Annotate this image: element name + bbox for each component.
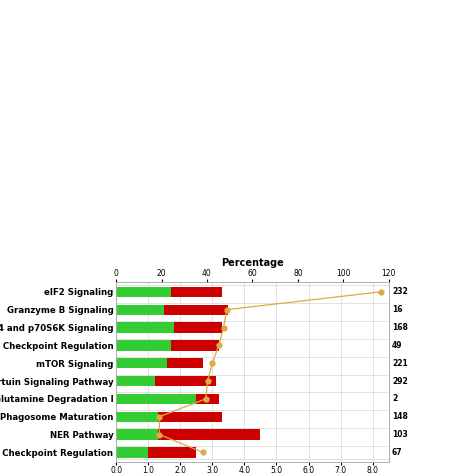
Bar — [158, 429, 260, 440]
Bar — [171, 340, 219, 350]
Bar — [158, 411, 222, 422]
Text: 16: 16 — [392, 305, 402, 314]
Text: 103: 103 — [392, 430, 408, 439]
Bar — [116, 340, 171, 350]
Bar — [116, 322, 174, 333]
Bar — [167, 358, 203, 368]
Text: 49: 49 — [392, 341, 402, 350]
Text: 292: 292 — [392, 376, 408, 385]
Bar — [116, 358, 167, 368]
Bar — [116, 287, 171, 297]
Text: 232: 232 — [392, 287, 408, 296]
Bar — [116, 394, 196, 404]
Bar — [116, 429, 158, 440]
Bar — [171, 287, 222, 297]
Bar — [116, 376, 155, 386]
Bar — [174, 322, 222, 333]
Bar — [148, 447, 196, 457]
Text: 221: 221 — [392, 359, 408, 368]
Bar — [164, 304, 228, 315]
Text: 67: 67 — [392, 448, 402, 457]
Bar — [116, 411, 158, 422]
Bar — [116, 304, 164, 315]
Bar — [155, 376, 216, 386]
Bar — [196, 394, 219, 404]
Bar — [116, 447, 148, 457]
X-axis label: Percentage: Percentage — [221, 258, 284, 268]
Text: 168: 168 — [392, 323, 408, 332]
Text: 2: 2 — [392, 394, 397, 403]
Text: 148: 148 — [392, 412, 408, 421]
